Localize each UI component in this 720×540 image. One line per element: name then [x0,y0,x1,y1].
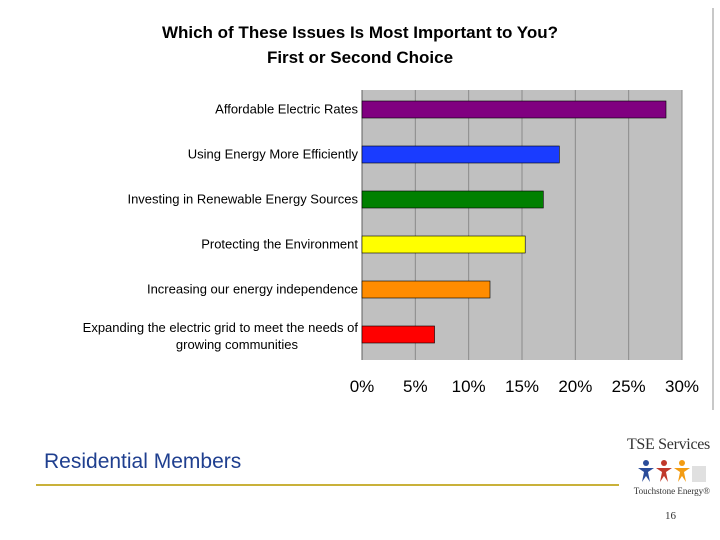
logo-brand-text: TSE Services [626,436,710,453]
category-label-line: growing communities [176,337,299,352]
logo-area: TSE Services Touchstone Energy® [622,436,716,506]
x-tick-label: 5% [403,377,428,396]
category-label-line: Using Energy More Efficiently [188,147,359,162]
x-tick-label: 15% [505,377,539,396]
footer-divider [36,484,619,486]
bar-chart: Which of These Issues Is Most Important … [83,23,699,396]
category-label: Increasing our energy independence [147,282,358,297]
category-label-line: Protecting the Environment [201,237,358,252]
chart-title-line: Which of These Issues Is Most Important … [162,23,558,42]
footer-title: Residential Members [44,450,242,473]
bar [361,325,435,344]
chart-panel: Which of These Issues Is Most Important … [8,8,714,410]
category-label-line: Affordable Electric Rates [215,102,358,117]
logo-tagline: Touchstone Energy® [633,486,710,496]
category-label: Affordable Electric Rates [215,102,358,117]
x-tick-label: 10% [452,377,486,396]
bar [361,190,544,209]
bar [361,100,667,119]
bar [361,235,526,254]
touchstone-figures-logo-icon [638,460,706,482]
bar [361,145,560,164]
x-tick-label: 25% [612,377,646,396]
category-label-line: Investing in Renewable Energy Sources [127,192,358,207]
bar [361,280,491,299]
category-label: Expanding the electric grid to meet the … [83,320,359,352]
category-label: Using Energy More Efficiently [188,147,359,162]
category-label-line: Increasing our energy independence [147,282,358,297]
x-tick-label: 20% [558,377,592,396]
category-label-line: Expanding the electric grid to meet the … [83,320,359,335]
x-tick-label: 0% [350,377,375,396]
page-number: 16 [665,510,676,522]
category-label: Investing in Renewable Energy Sources [127,192,358,207]
x-tick-label: 30% [665,377,699,396]
chart-title-line: First or Second Choice [267,48,453,67]
category-label: Protecting the Environment [201,237,358,252]
